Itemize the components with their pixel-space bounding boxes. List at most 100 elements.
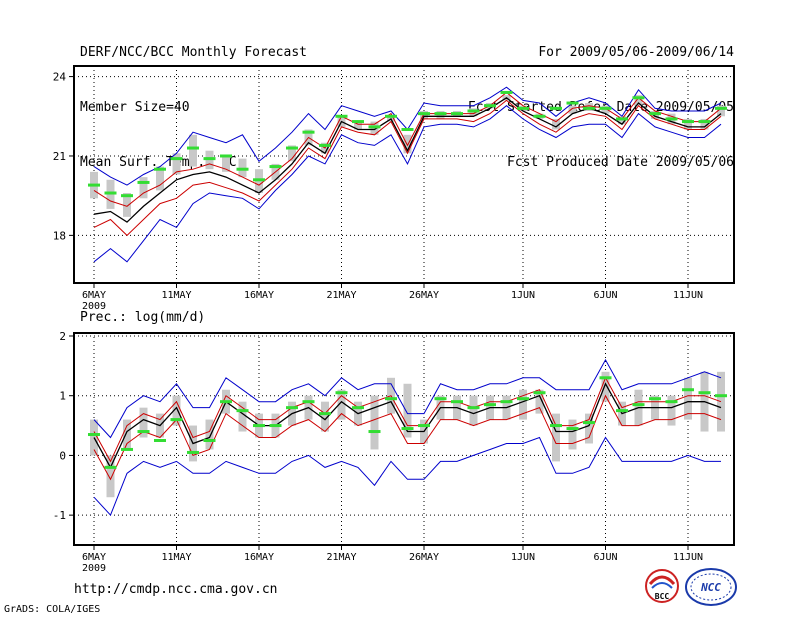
plot-frame [73, 332, 735, 546]
observed-mark [203, 438, 216, 442]
spread-box [585, 413, 593, 444]
x-tick-label: 1JUN [511, 290, 535, 301]
x-tick-label: 6JUN [593, 552, 617, 563]
observed-mark [269, 165, 282, 169]
spread-box [222, 155, 230, 172]
observed-mark [335, 114, 348, 118]
spread-box [139, 407, 148, 438]
observed-mark [682, 388, 694, 392]
observed-mark [236, 409, 249, 413]
observed-mark [269, 424, 282, 428]
observed-mark [401, 427, 414, 431]
observed-mark [500, 90, 513, 94]
series-mean-plus [93, 376, 722, 463]
spread-box [403, 383, 412, 438]
spread-box [172, 153, 181, 175]
observed-mark [187, 146, 199, 150]
spread-box [139, 177, 148, 199]
observed-mark [649, 112, 661, 116]
spread-box [321, 401, 329, 432]
series-ensemble-mean [93, 382, 722, 469]
observed-mark [121, 194, 133, 198]
produced-date: Fcst Produced Date 2009/05/06 [507, 155, 734, 170]
y-tick-label: 2 [59, 330, 66, 343]
spread-box [337, 389, 346, 420]
observed-mark [236, 167, 249, 171]
spread-box [535, 389, 544, 414]
spread-box [354, 121, 362, 130]
spread-box [238, 401, 247, 432]
spread-box [552, 118, 560, 130]
spread-box [519, 389, 527, 420]
x-tick-sublabel: 2009 [82, 301, 106, 312]
observed-mark [533, 114, 546, 118]
observed-mark [88, 183, 100, 187]
observed-mark [104, 191, 117, 195]
x-tick-sublabel: 2009 [82, 563, 106, 574]
y-tick-label: 18 [53, 229, 66, 242]
x-tick-label: 1JUN [511, 552, 535, 563]
ncc-logo-text: NCC [700, 581, 721, 594]
spread-box [123, 419, 131, 450]
series-mean-minus [93, 99, 722, 237]
observed-mark [566, 101, 579, 105]
y-tick-label: 21 [53, 150, 66, 163]
series-ensemble-min [93, 436, 721, 517]
spread-box [667, 395, 676, 426]
series-ensemble-max [93, 358, 722, 439]
observed-mark [220, 154, 232, 158]
spread-box [288, 145, 296, 162]
observed-mark [286, 406, 298, 410]
observed-mark [319, 143, 331, 147]
observed-mark [137, 180, 150, 184]
observed-mark [616, 409, 628, 413]
observed-mark [715, 106, 727, 110]
spread-box [156, 166, 164, 191]
observed-mark [302, 400, 315, 404]
observed-mark [401, 128, 414, 132]
observed-mark [698, 120, 711, 124]
spread-box [568, 419, 577, 450]
observed-mark [187, 450, 199, 454]
spread-box [370, 395, 379, 450]
observed-mark [154, 167, 166, 171]
spread-box [106, 455, 115, 498]
spread-box [123, 193, 131, 217]
logos: BCC NCC [640, 566, 740, 614]
source-url[interactable]: http://cmdp.ncc.cma.gov.cn [74, 582, 278, 597]
precip-label: Prec.: log(mm/d) [80, 310, 206, 325]
observed-mark [467, 406, 480, 410]
observed-mark [203, 157, 216, 161]
spread-box [552, 413, 560, 462]
observed-mark [533, 391, 546, 395]
observed-mark [286, 146, 298, 150]
observed-mark [368, 430, 381, 434]
spread-box [700, 118, 709, 130]
x-tick-label: 6JUN [593, 290, 617, 301]
series-ensemble-min [93, 105, 722, 263]
y-tick-label: 24 [53, 71, 67, 84]
spread-box [469, 395, 478, 426]
spread-box [205, 419, 214, 450]
x-tick-label: 16MAY [244, 290, 274, 301]
observed-mark [451, 400, 463, 404]
observed-mark [352, 406, 364, 410]
observed-mark [484, 403, 496, 407]
observed-mark [632, 403, 645, 407]
observed-mark [253, 178, 265, 182]
member-size: Member Size=40 [80, 100, 190, 115]
spread-box [684, 377, 692, 420]
spread-box [684, 118, 692, 130]
x-tick-label: 11MAY [161, 290, 191, 301]
observed-mark [434, 112, 447, 116]
forecast-period: For 2009/05/06-2009/06/14 [538, 45, 734, 60]
observed-mark [385, 397, 397, 401]
x-tick-label: 26MAY [409, 290, 439, 301]
observed-mark [352, 120, 364, 124]
observed-mark [484, 104, 496, 108]
observed-mark [418, 112, 430, 116]
observed-mark [335, 391, 348, 395]
observed-mark [467, 109, 480, 113]
